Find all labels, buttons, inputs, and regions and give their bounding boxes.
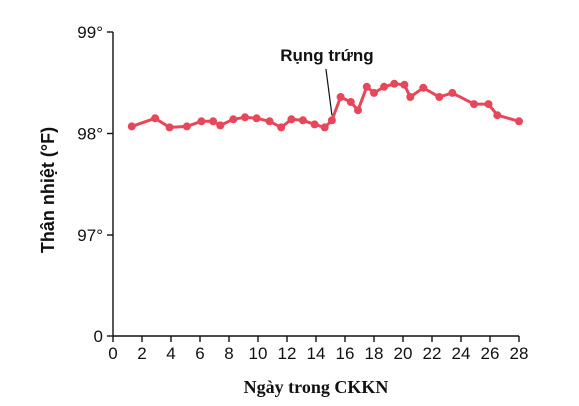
axes — [112, 32, 519, 337]
x-tick-label: 8 — [224, 344, 233, 363]
data-point — [400, 80, 409, 89]
data-point — [229, 115, 238, 124]
series-line — [130, 82, 521, 129]
data-point — [151, 114, 160, 123]
data-point — [435, 93, 444, 101]
x-tick-label: 26 — [481, 344, 500, 363]
x-tick-label: 4 — [166, 344, 175, 363]
data-point — [277, 123, 286, 132]
x-tick-label: 24 — [452, 344, 471, 363]
data-point — [216, 121, 225, 130]
data-point — [470, 100, 478, 109]
x-tick-label: 12 — [278, 344, 297, 363]
data-point — [515, 117, 523, 126]
data-point — [241, 113, 249, 122]
data-point — [390, 79, 399, 88]
data-point — [165, 123, 174, 132]
data-point — [287, 115, 296, 124]
annotations: Rụng trứng — [280, 46, 374, 116]
x-ticks: 0 2 4 6 8 10 12 14 16 18 20 22 24 26 28 — [108, 336, 528, 363]
data-point — [380, 82, 389, 91]
data-point — [252, 114, 261, 123]
x-tick-label: 10 — [249, 344, 268, 363]
axis-titles: Ngày trong CKKN Thân nhiệt (°F) — [38, 127, 388, 397]
data-point — [362, 82, 371, 91]
x-tick-label: 0 — [108, 344, 117, 363]
data-point — [354, 106, 362, 115]
x-tick-label: 18 — [365, 344, 384, 363]
data-point — [197, 117, 206, 126]
y-axis-title: Thân nhiệt (°F) — [38, 127, 58, 253]
x-tick-label: 14 — [307, 344, 326, 363]
data-point — [127, 122, 136, 131]
y-tick-label: 97° — [77, 226, 103, 245]
y-tick-label: 98° — [77, 125, 103, 144]
y-tick-label: 99° — [77, 23, 103, 42]
data-point — [419, 83, 428, 92]
data-point — [448, 88, 457, 97]
data-point — [406, 93, 415, 101]
data-point — [484, 100, 493, 109]
x-tick-label: 6 — [195, 344, 204, 363]
data-point — [310, 120, 319, 129]
data-point — [327, 116, 336, 125]
data-point — [209, 117, 218, 126]
y-tick-label: 0 — [94, 327, 103, 346]
y-ticks: 0 97° 98° 99° — [77, 23, 113, 346]
data-point — [320, 123, 329, 132]
series-line-group — [130, 82, 521, 129]
annotation-text: Rụng trứng — [280, 46, 374, 65]
data-point — [493, 111, 502, 120]
data-point — [370, 88, 378, 97]
series-points — [127, 79, 523, 132]
data-point — [182, 122, 191, 131]
data-point — [336, 93, 345, 101]
x-tick-label: 2 — [137, 344, 146, 363]
x-axis-title: Ngày trong CKKN — [244, 377, 389, 397]
x-tick-label: 28 — [510, 344, 529, 363]
x-tick-label: 22 — [423, 344, 442, 363]
annotation-pointer-line — [325, 68, 333, 116]
x-tick-label: 20 — [394, 344, 413, 363]
data-point — [346, 98, 355, 106]
x-tick-label: 16 — [336, 344, 355, 363]
data-point — [298, 116, 307, 125]
data-point — [265, 117, 274, 126]
